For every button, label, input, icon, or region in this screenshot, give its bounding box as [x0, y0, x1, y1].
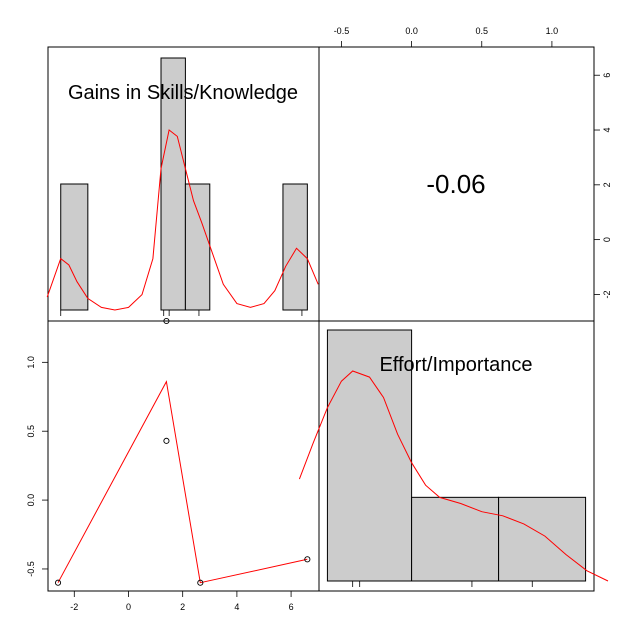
panel-bottom-left — [47, 317, 320, 592]
axis-top-tick-label: 0.5 — [475, 26, 488, 36]
histogram-var2-bar — [326, 329, 413, 582]
axis-left-tick-label: -0.5 — [26, 561, 36, 577]
axis-right-tick-label: -2 — [602, 290, 612, 298]
variable-label-var2: Effort/Importance — [379, 354, 532, 376]
axis-bottom: -2 0 2 4 6 — [70, 590, 294, 612]
axis-right-tick-label: 4 — [602, 128, 612, 133]
scatter-point — [197, 579, 204, 586]
histogram-var1 — [60, 57, 308, 311]
axis-right-tick-label: 6 — [602, 73, 612, 78]
panel-bottom-right: Effort/Importance — [298, 320, 609, 592]
axis-right: -2 0 2 4 6 — [593, 73, 612, 298]
axis-left-tick-label: 0.5 — [26, 425, 36, 438]
histogram-var1-bar — [282, 183, 308, 311]
axis-top-tick-label: 1.0 — [546, 26, 559, 36]
correlation-label: -0.06 — [426, 169, 485, 199]
axis-top: -0.5 0.0 0.5 1.0 — [334, 26, 559, 48]
scatter-point — [54, 579, 62, 586]
histogram-var1-bar — [160, 57, 186, 311]
panel-bottom-left-frame — [47, 320, 320, 592]
density-curve-var1 — [46, 129, 319, 311]
rug-var2 — [352, 581, 533, 587]
axis-bottom-tick-label: -2 — [70, 602, 78, 612]
scatter-point — [163, 317, 170, 325]
axis-left: -0.5 0.0 0.5 1.0 — [26, 356, 49, 577]
histogram-var2-bar — [411, 496, 500, 582]
scatter-point — [163, 437, 170, 444]
panel-top-left: Gains in Skills/Knowledge — [46, 46, 320, 322]
scatter-point — [304, 556, 311, 563]
axis-bottom-tick-label: 4 — [234, 602, 239, 612]
axis-left-tick-label: 1.0 — [26, 356, 36, 369]
variable-label-var1: Gains in Skills/Knowledge — [68, 82, 298, 104]
histogram-var2-bar — [498, 496, 587, 582]
axis-top-tick-label: 0.0 — [405, 26, 418, 36]
density-curve-var2 — [298, 370, 609, 582]
axis-left-tick-label: 0.0 — [26, 494, 36, 507]
axis-right-tick-label: 0 — [602, 237, 612, 242]
panel-top-right: -0.06 — [318, 46, 595, 322]
smoother-line — [57, 380, 308, 584]
histogram-var1-bar — [184, 183, 211, 311]
panel-bottom-right-frame — [318, 320, 595, 592]
axis-top-tick-label: -0.5 — [334, 26, 350, 36]
rug-var1 — [60, 310, 303, 316]
histogram-var2 — [326, 329, 587, 582]
axis-bottom-tick-label: 0 — [126, 602, 131, 612]
histogram-var1-bar — [60, 183, 89, 311]
axis-bottom-tick-label: 6 — [289, 602, 294, 612]
axis-bottom-tick-label: 2 — [180, 602, 185, 612]
scatter-points — [54, 317, 311, 586]
axis-right-tick-label: 2 — [602, 182, 612, 187]
